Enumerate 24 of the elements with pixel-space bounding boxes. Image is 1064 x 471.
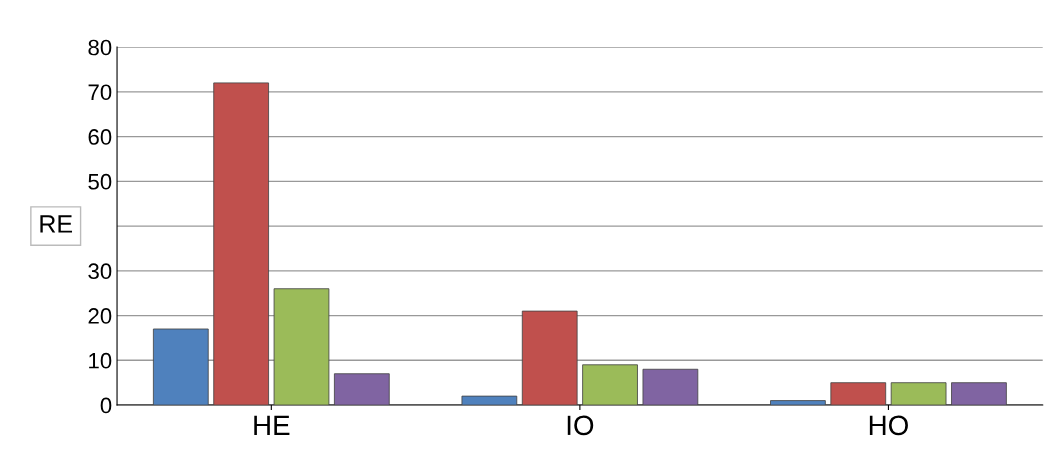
bar	[333, 373, 390, 406]
y-tick-label: 20	[88, 308, 112, 324]
y-tick-label: 0	[100, 397, 112, 414]
bar	[152, 328, 209, 406]
bar	[642, 368, 699, 406]
bar	[951, 382, 1007, 406]
x-tick-label: IO	[567, 415, 594, 436]
y-tick-label: 30	[88, 263, 112, 280]
y-tick-label: 50	[88, 173, 112, 190]
bar	[582, 364, 638, 406]
bar	[461, 395, 518, 406]
x-tick-label: HO	[869, 415, 908, 436]
bar	[521, 310, 578, 406]
text: RE	[40, 215, 73, 233]
x-tick-label: HE	[254, 415, 290, 435]
y-tick-label: 10	[89, 352, 112, 369]
y-tick-label: 80	[88, 39, 112, 56]
y-tick-label: 60	[88, 129, 112, 145]
bar	[830, 382, 887, 406]
bar	[770, 400, 826, 406]
bar	[273, 288, 330, 406]
y-tick-label: 70	[88, 84, 112, 101]
bar	[890, 382, 947, 406]
bar	[213, 82, 269, 406]
